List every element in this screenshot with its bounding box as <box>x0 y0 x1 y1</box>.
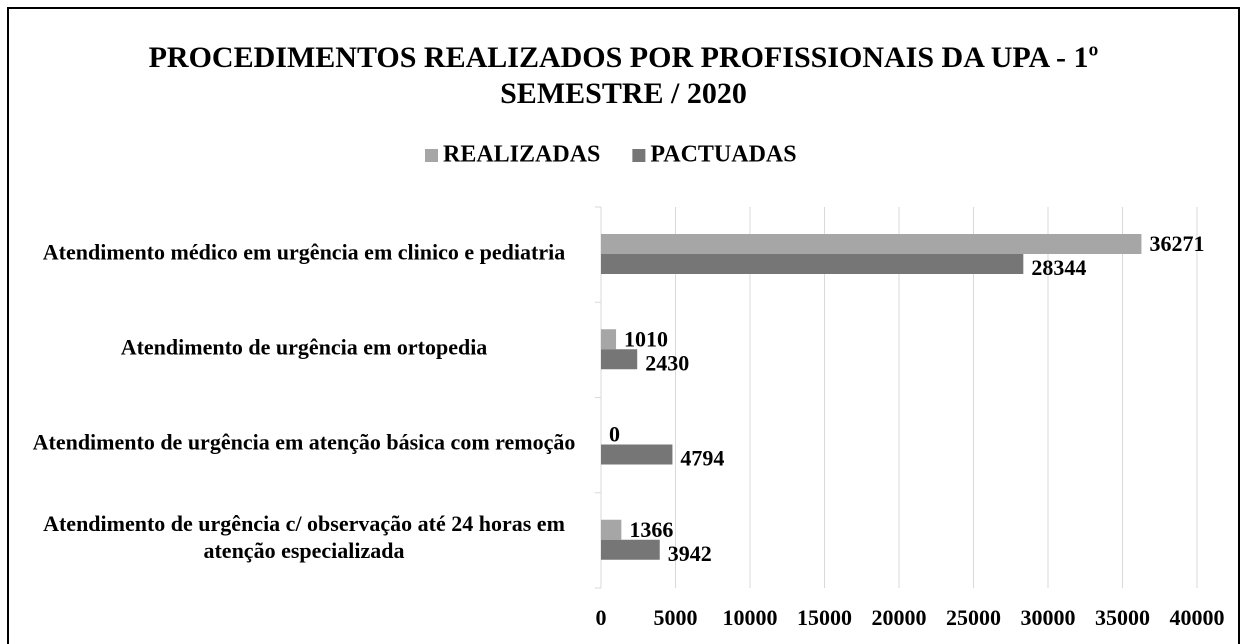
data-label: 3942 <box>668 541 712 566</box>
x-tick-label: 35000 <box>1095 605 1150 630</box>
bar <box>601 329 617 350</box>
legend-label: REALIZADAS <box>443 142 600 168</box>
data-label: 1366 <box>629 517 673 542</box>
x-tick-label: 30000 <box>1021 605 1076 630</box>
bar <box>601 444 673 465</box>
legend-label: PACTUADAS <box>650 142 796 168</box>
x-tick-label: 5000 <box>654 605 698 630</box>
bar <box>601 349 638 370</box>
data-label: 4794 <box>680 446 724 471</box>
data-label: 28344 <box>1031 255 1086 280</box>
x-tick-label: 0 <box>596 605 607 630</box>
data-label: 0 <box>609 422 620 447</box>
x-tick-label: 40000 <box>1170 605 1225 630</box>
x-tick-label: 10000 <box>723 605 778 630</box>
data-label: 1010 <box>624 326 668 351</box>
bar <box>601 519 622 540</box>
chart-border <box>7 7 1240 644</box>
bar <box>601 254 1024 274</box>
y-tick-label: Atendimento de urgência c/ observação at… <box>43 511 565 564</box>
y-tick-label: Atendimento de urgência em atenção básic… <box>32 429 576 455</box>
x-tick-label: 15000 <box>797 605 852 630</box>
legend-swatch <box>632 149 646 162</box>
y-tick-label: Atendimento de urgência em ortopedia <box>120 334 488 360</box>
chart-title: PROCEDIMENTOS REALIZADOS POR PROFISSIONA… <box>148 41 1099 110</box>
legend-swatch <box>425 149 438 162</box>
y-tick-label: Atendimento médico em urgência em clinic… <box>42 239 566 265</box>
x-tick-label: 20000 <box>872 605 927 630</box>
x-tick-label: 25000 <box>946 605 1001 630</box>
data-label: 2430 <box>645 350 689 375</box>
data-label: 36271 <box>1149 231 1204 256</box>
bar <box>601 539 660 560</box>
bar <box>601 234 1142 254</box>
